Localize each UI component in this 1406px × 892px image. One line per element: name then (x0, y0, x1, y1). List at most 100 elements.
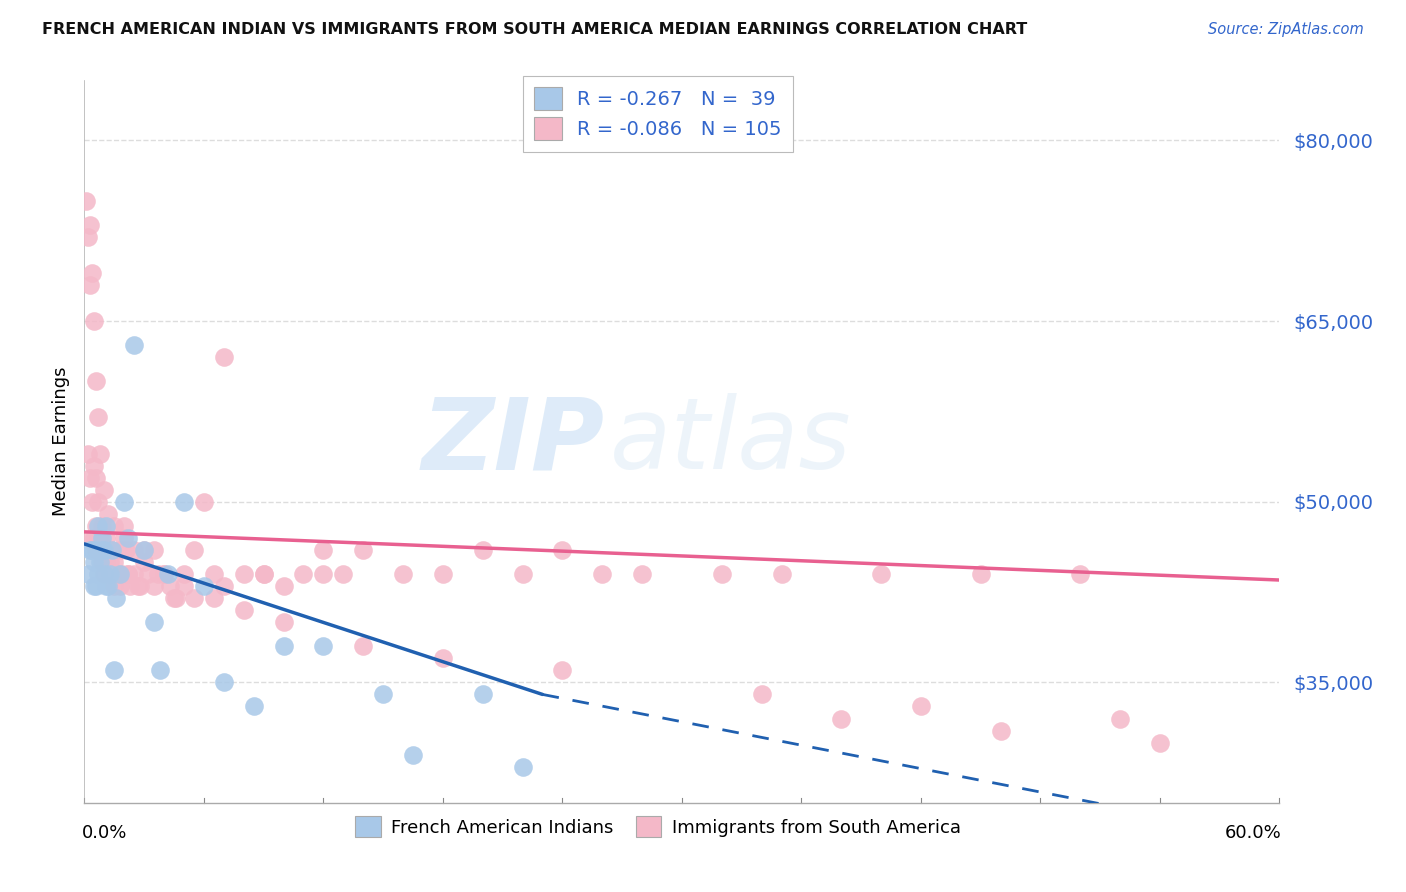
Point (91, 555, 114, 569)
Point (103, 555, 125, 569)
Point (91, 542, 114, 557)
Point (86, 471, 108, 485)
Point (551, 542, 574, 557)
Point (212, 579, 235, 593)
Point (93, 567, 115, 582)
Point (402, 747, 425, 762)
Point (97, 542, 120, 557)
Point (292, 567, 315, 582)
Point (471, 687, 494, 701)
Point (98, 567, 121, 582)
Point (332, 567, 354, 582)
Point (87, 567, 110, 582)
Point (79, 542, 101, 557)
Point (1149, 735, 1171, 749)
Point (112, 494, 135, 508)
Point (990, 723, 1012, 738)
Text: 0.0%: 0.0% (83, 824, 128, 842)
Point (212, 350, 235, 364)
Point (312, 567, 335, 582)
Point (96, 555, 118, 569)
Point (89, 542, 111, 557)
Point (82, 494, 104, 508)
Point (163, 591, 186, 605)
Point (232, 603, 254, 617)
Point (120, 579, 142, 593)
Point (631, 567, 654, 582)
Point (970, 567, 993, 582)
Point (1109, 712, 1132, 726)
Point (93, 542, 115, 557)
Point (111, 567, 134, 582)
Point (352, 639, 374, 653)
Point (96, 579, 118, 593)
Point (157, 567, 180, 582)
Point (87, 410, 110, 425)
Point (122, 567, 145, 582)
Point (93, 542, 115, 557)
Point (97, 579, 120, 593)
Point (373, 687, 395, 701)
Point (183, 542, 205, 557)
Point (432, 567, 454, 582)
Point (183, 591, 205, 605)
Point (105, 567, 128, 582)
Point (105, 591, 128, 605)
Legend: French American Indians, Immigrants from South America: French American Indians, Immigrants from… (349, 809, 967, 845)
Point (432, 651, 454, 665)
Text: FRENCH AMERICAN INDIAN VS IMMIGRANTS FROM SOUTH AMERICA MEDIAN EARNINGS CORRELAT: FRENCH AMERICAN INDIAN VS IMMIGRANTS FRO… (42, 22, 1028, 37)
Point (103, 519, 125, 533)
Point (98, 555, 121, 569)
Point (132, 555, 156, 569)
Point (91, 531, 114, 545)
Point (122, 338, 145, 352)
Point (91, 519, 114, 533)
Point (77, 567, 100, 582)
Point (82, 266, 104, 280)
Point (149, 664, 172, 678)
Point (86, 375, 108, 389)
Point (112, 519, 135, 533)
Point (93, 567, 115, 582)
Point (93, 483, 115, 497)
Point (87, 531, 110, 545)
Text: Source: ZipAtlas.com: Source: ZipAtlas.com (1208, 22, 1364, 37)
Point (165, 591, 187, 605)
Point (110, 567, 132, 582)
Point (97, 567, 120, 582)
Point (110, 542, 132, 557)
Point (751, 687, 773, 701)
Point (352, 542, 374, 557)
Point (193, 494, 215, 508)
Point (870, 567, 893, 582)
Point (127, 579, 149, 593)
Point (173, 567, 195, 582)
Point (83, 531, 105, 545)
Point (392, 567, 415, 582)
Point (117, 567, 139, 582)
Point (253, 567, 276, 582)
Point (551, 664, 574, 678)
Point (253, 567, 276, 582)
Point (143, 579, 166, 593)
Point (97, 507, 120, 521)
Point (202, 567, 225, 582)
Point (89, 531, 111, 545)
Point (83, 579, 105, 593)
Point (96, 519, 118, 533)
Point (86, 542, 108, 557)
Point (312, 639, 335, 653)
Point (143, 615, 166, 630)
Point (159, 579, 181, 593)
Point (1069, 567, 1091, 582)
Y-axis label: Median Earnings: Median Earnings (52, 367, 70, 516)
Point (79, 471, 101, 485)
Point (82, 531, 104, 545)
Point (273, 639, 295, 653)
Point (132, 542, 156, 557)
Point (146, 567, 169, 582)
Point (770, 567, 793, 582)
Point (273, 615, 295, 630)
Point (830, 712, 852, 726)
Point (86, 579, 108, 593)
